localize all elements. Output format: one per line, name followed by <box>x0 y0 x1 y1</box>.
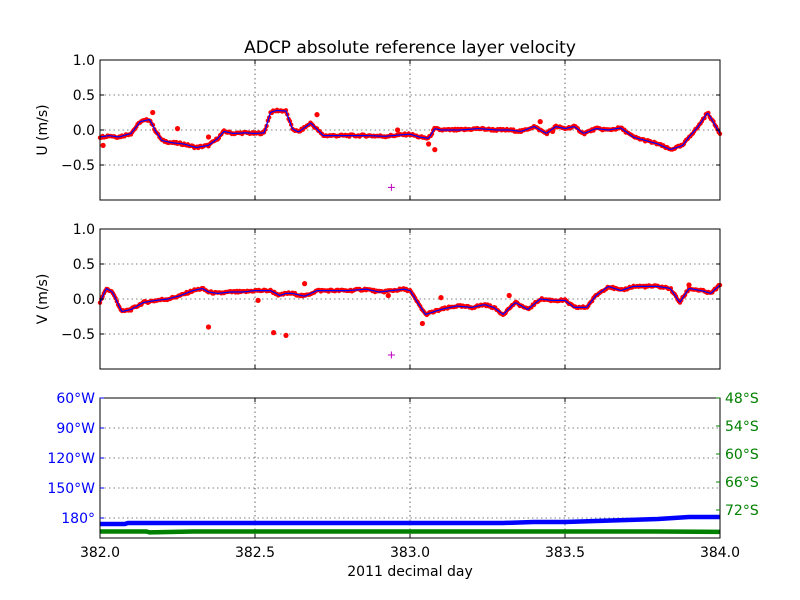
latitude-tick-label: 54°S <box>725 419 759 435</box>
outlier-point <box>686 282 692 288</box>
x-tick-label: 384.0 <box>700 545 740 561</box>
u-velocity-panel: −0.5 0.0 0.5 1.0 <box>61 53 723 201</box>
y-tick-label: 0.5 <box>73 88 95 104</box>
y-tick-label: −0.5 <box>61 327 95 343</box>
y-tick-label: 0.0 <box>73 123 95 139</box>
x-tick-label: 382.0 <box>80 545 120 561</box>
x-tick-label: 383.5 <box>545 545 585 561</box>
latitude-track <box>100 529 721 535</box>
outlier-point <box>255 297 261 303</box>
y-tick-label: 1.0 <box>73 222 95 238</box>
outlier-point <box>174 126 181 132</box>
outlier-point <box>302 281 308 287</box>
u-ylabel: U (m/s) <box>35 104 51 155</box>
outlier-point <box>205 134 212 140</box>
outlier-point <box>271 330 277 336</box>
outlier-point <box>432 147 438 153</box>
v-ylabel: V (m/s) <box>35 274 51 325</box>
longitude-tick-label: 90°W <box>56 421 95 437</box>
position-panel: 382.0 382.5 383.0 383.5 384.0 60°W 90°W 120°W 15… <box>47 391 758 561</box>
v-velocity-panel: −0.5 0.0 0.5 1.0 <box>61 222 723 370</box>
latitude-tick-label: 72°S <box>725 503 759 519</box>
measured-point <box>668 286 674 291</box>
smoothed-velocity-line <box>99 284 721 316</box>
longitude-tick-label: 180° <box>61 511 95 527</box>
outlier-point <box>506 292 512 299</box>
outlier-point <box>426 141 432 147</box>
outlier-point <box>537 119 543 125</box>
outlier-point <box>395 127 401 133</box>
smoothed-velocity-line <box>99 109 721 151</box>
outlier-point <box>419 320 425 327</box>
latitude-tick-label: 48°S <box>725 391 759 407</box>
latitude-tick-label: 60°S <box>725 447 759 463</box>
x-tick-label: 383.0 <box>390 545 430 561</box>
outlier-point <box>438 295 444 301</box>
chart-title: ADCP absolute reference layer velocity <box>244 38 576 58</box>
outlier-point <box>385 292 391 299</box>
latitude-tick-label: 66°S <box>725 475 759 491</box>
y-tick-label: 1.0 <box>73 53 95 69</box>
y-tick-label: 0.5 <box>73 257 95 273</box>
y-tick-label: −0.5 <box>61 158 95 174</box>
longitude-tick-label: 120°W <box>47 451 95 467</box>
longitude-tick-label: 60°W <box>56 391 95 407</box>
y-tick-label: 0.0 <box>73 292 95 308</box>
measured-point <box>706 110 711 116</box>
outlier-point <box>205 324 212 330</box>
x-tick-label: 382.5 <box>235 545 275 561</box>
position-xlabel: 2011 decimal day <box>347 564 472 580</box>
longitude-tick-label: 150°W <box>47 481 95 497</box>
outlier-point <box>150 109 156 116</box>
longitude-track <box>100 514 720 527</box>
outlier-point <box>314 112 320 118</box>
outlier-point <box>283 332 289 338</box>
outlier-point <box>100 142 106 148</box>
